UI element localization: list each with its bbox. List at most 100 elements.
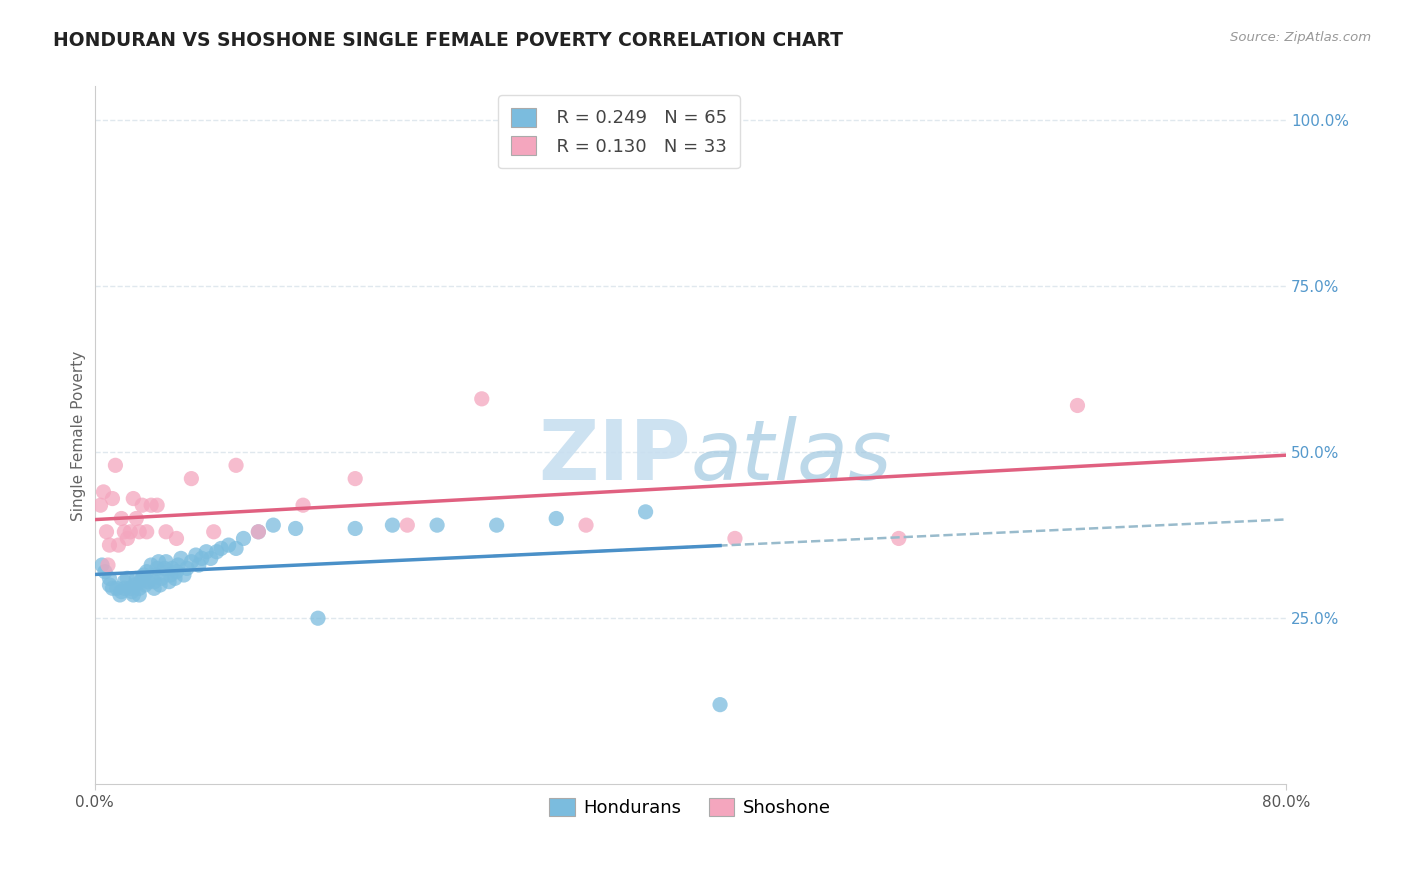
Text: Source: ZipAtlas.com: Source: ZipAtlas.com bbox=[1230, 31, 1371, 45]
Text: ZIP: ZIP bbox=[537, 416, 690, 497]
Point bbox=[90, 498, 112, 512]
Point bbox=[129, 574, 152, 589]
Point bbox=[180, 472, 202, 486]
Point bbox=[262, 518, 284, 533]
Point bbox=[143, 574, 166, 589]
Point bbox=[292, 498, 315, 512]
Text: atlas: atlas bbox=[690, 416, 891, 497]
Legend: Hondurans, Shoshone: Hondurans, Shoshone bbox=[543, 790, 838, 824]
Point bbox=[141, 558, 163, 572]
Point bbox=[575, 518, 598, 533]
Point bbox=[159, 568, 181, 582]
Point bbox=[110, 511, 132, 525]
Point bbox=[225, 541, 247, 556]
Point bbox=[187, 558, 209, 572]
Point bbox=[108, 588, 131, 602]
Point bbox=[184, 548, 207, 562]
Point bbox=[112, 582, 135, 596]
Point bbox=[546, 511, 568, 525]
Point bbox=[709, 698, 731, 712]
Point bbox=[173, 568, 195, 582]
Point bbox=[218, 538, 240, 552]
Point bbox=[205, 545, 228, 559]
Point bbox=[132, 568, 155, 582]
Point bbox=[180, 555, 202, 569]
Point bbox=[93, 484, 115, 499]
Point bbox=[121, 584, 143, 599]
Y-axis label: Single Female Poverty: Single Female Poverty bbox=[72, 351, 86, 521]
Point bbox=[170, 551, 193, 566]
Point bbox=[105, 582, 128, 596]
Point bbox=[634, 505, 657, 519]
Point bbox=[98, 578, 121, 592]
Point bbox=[98, 571, 121, 585]
Point bbox=[396, 518, 419, 533]
Point bbox=[471, 392, 494, 406]
Point bbox=[887, 532, 910, 546]
Point bbox=[98, 538, 121, 552]
Point bbox=[97, 558, 120, 572]
Point bbox=[191, 551, 214, 566]
Point bbox=[112, 524, 135, 539]
Point bbox=[381, 518, 404, 533]
Point bbox=[107, 538, 129, 552]
Point bbox=[128, 582, 150, 596]
Point bbox=[131, 498, 153, 512]
Point bbox=[247, 524, 270, 539]
Point bbox=[143, 582, 166, 596]
Point bbox=[485, 518, 508, 533]
Point bbox=[101, 582, 124, 596]
Point bbox=[128, 588, 150, 602]
Point bbox=[134, 578, 156, 592]
Point bbox=[117, 532, 139, 546]
Point bbox=[135, 524, 157, 539]
Point bbox=[153, 561, 176, 575]
Point bbox=[120, 582, 142, 596]
Point bbox=[96, 524, 118, 539]
Point bbox=[426, 518, 449, 533]
Text: HONDURAN VS SHOSHONE SINGLE FEMALE POVERTY CORRELATION CHART: HONDURAN VS SHOSHONE SINGLE FEMALE POVER… bbox=[53, 31, 844, 50]
Point bbox=[150, 571, 173, 585]
Point bbox=[141, 498, 163, 512]
Point bbox=[94, 565, 117, 579]
Point bbox=[146, 498, 169, 512]
Point bbox=[101, 491, 124, 506]
Point bbox=[145, 568, 167, 582]
Point bbox=[166, 565, 188, 579]
Point bbox=[176, 561, 198, 575]
Point bbox=[724, 532, 747, 546]
Point bbox=[307, 611, 329, 625]
Point bbox=[136, 574, 159, 589]
Point bbox=[91, 558, 114, 572]
Point bbox=[195, 545, 218, 559]
Point bbox=[122, 588, 145, 602]
Point bbox=[284, 521, 307, 535]
Point bbox=[120, 524, 142, 539]
Point bbox=[125, 571, 148, 585]
Point bbox=[112, 574, 135, 589]
Point bbox=[209, 541, 232, 556]
Point bbox=[131, 571, 153, 585]
Point bbox=[155, 555, 177, 569]
Point bbox=[122, 491, 145, 506]
Point bbox=[163, 571, 186, 585]
Point bbox=[160, 561, 183, 575]
Point bbox=[155, 524, 177, 539]
Point bbox=[232, 532, 254, 546]
Point bbox=[166, 532, 188, 546]
Point bbox=[135, 565, 157, 579]
Point bbox=[157, 574, 180, 589]
Point bbox=[128, 524, 150, 539]
Point bbox=[149, 578, 172, 592]
Point bbox=[124, 578, 146, 592]
Point bbox=[146, 561, 169, 575]
Point bbox=[200, 551, 222, 566]
Point bbox=[148, 555, 170, 569]
Point bbox=[225, 458, 247, 473]
Point bbox=[117, 571, 139, 585]
Point bbox=[247, 524, 270, 539]
Point bbox=[202, 524, 225, 539]
Point bbox=[167, 558, 190, 572]
Point bbox=[344, 521, 367, 535]
Point bbox=[110, 584, 132, 599]
